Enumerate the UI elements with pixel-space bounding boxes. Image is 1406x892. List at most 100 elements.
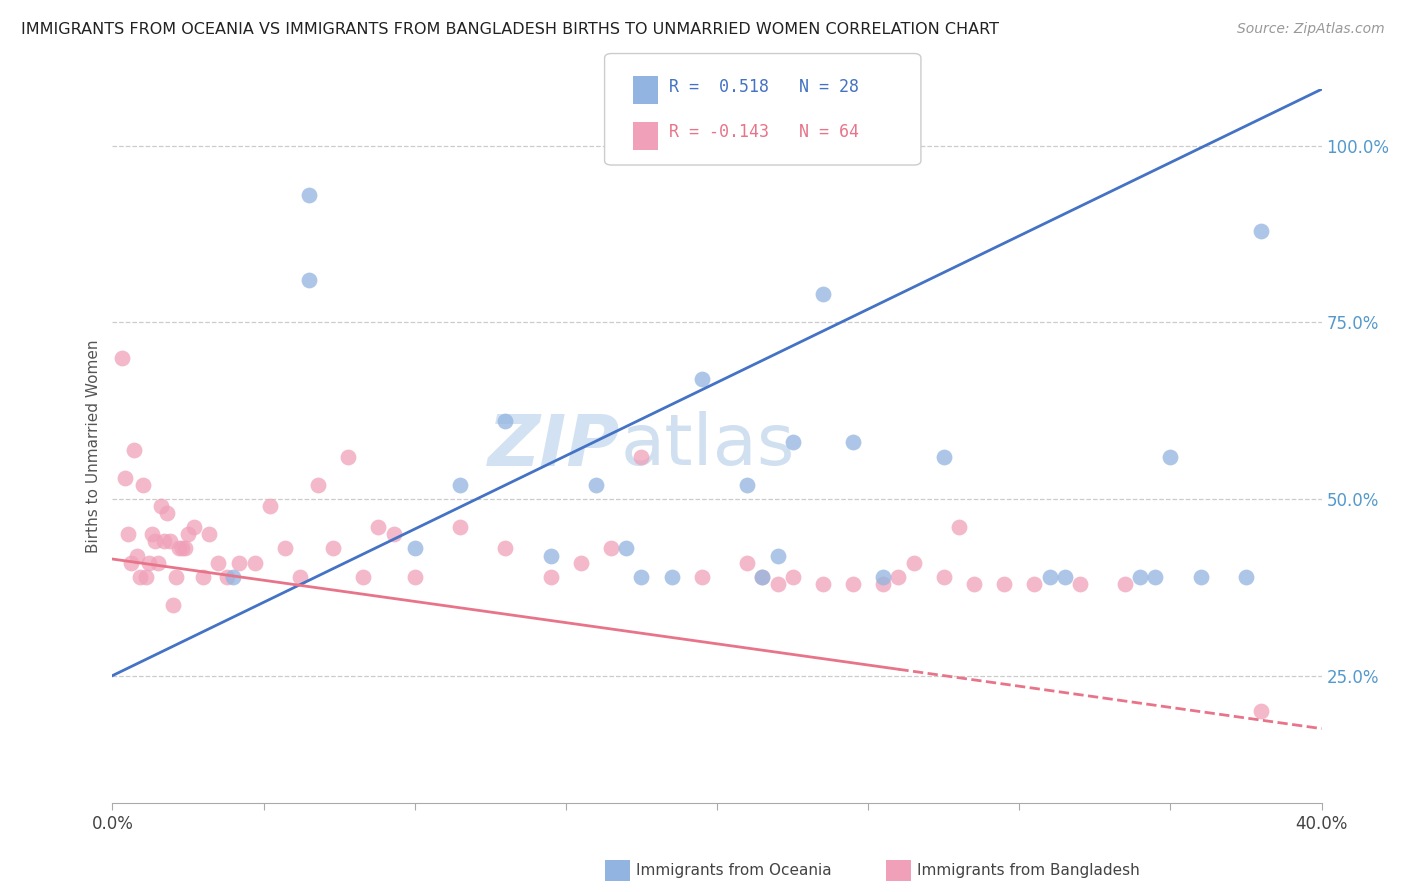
Point	[135, 570, 157, 584]
Point	[495, 541, 517, 556]
Text: Immigrants from Oceania: Immigrants from Oceania	[636, 863, 831, 878]
Point	[449, 478, 471, 492]
Point	[1159, 450, 1181, 464]
Point	[661, 570, 683, 584]
Point	[1250, 223, 1272, 237]
Point	[128, 570, 150, 584]
Point	[404, 570, 426, 584]
Point	[737, 478, 759, 492]
Point	[228, 556, 250, 570]
Point	[887, 570, 910, 584]
Point	[114, 471, 136, 485]
Point	[404, 541, 426, 556]
Point	[125, 549, 148, 563]
Point	[1114, 576, 1136, 591]
Point	[811, 287, 834, 301]
Point	[616, 541, 638, 556]
Point	[259, 499, 281, 513]
Point	[872, 576, 894, 591]
Point	[690, 372, 713, 386]
Point	[782, 570, 804, 584]
Point	[993, 576, 1015, 591]
Point	[222, 570, 245, 584]
Point	[540, 570, 562, 584]
Point	[162, 598, 184, 612]
Point	[274, 541, 297, 556]
Point	[842, 576, 865, 591]
Point	[382, 527, 405, 541]
Point	[1189, 570, 1212, 584]
Point	[963, 576, 986, 591]
Point	[217, 570, 239, 584]
Point	[766, 576, 789, 591]
Point	[1129, 570, 1152, 584]
Point	[367, 520, 389, 534]
Text: R =  0.518   N = 28: R = 0.518 N = 28	[669, 78, 859, 95]
Text: R = -0.143   N = 64: R = -0.143 N = 64	[669, 123, 859, 141]
Point	[288, 570, 311, 584]
Point	[932, 570, 955, 584]
Point	[298, 273, 321, 287]
Point	[751, 570, 773, 584]
Point	[141, 527, 163, 541]
Point	[1069, 576, 1091, 591]
Point	[122, 442, 145, 457]
Text: ZIP: ZIP	[488, 411, 620, 481]
Point	[149, 499, 172, 513]
Point	[766, 549, 789, 563]
Point	[307, 478, 329, 492]
Point	[449, 520, 471, 534]
Point	[165, 570, 187, 584]
Point	[569, 556, 592, 570]
Point	[177, 527, 200, 541]
Point	[737, 556, 759, 570]
Text: Immigrants from Bangladesh: Immigrants from Bangladesh	[917, 863, 1139, 878]
Point	[110, 351, 132, 365]
Point	[143, 534, 166, 549]
Point	[1250, 704, 1272, 718]
Point	[117, 527, 139, 541]
Point	[948, 520, 970, 534]
Point	[630, 450, 652, 464]
Text: IMMIGRANTS FROM OCEANIA VS IMMIGRANTS FROM BANGLADESH BIRTHS TO UNMARRIED WOMEN : IMMIGRANTS FROM OCEANIA VS IMMIGRANTS FR…	[21, 22, 1000, 37]
Point	[585, 478, 607, 492]
Point	[932, 450, 955, 464]
Point	[1234, 570, 1257, 584]
Point	[298, 188, 321, 202]
Point	[183, 520, 205, 534]
Point	[120, 556, 142, 570]
Point	[153, 534, 176, 549]
Point	[174, 541, 197, 556]
Point	[337, 450, 360, 464]
Point	[751, 570, 773, 584]
Point	[540, 549, 562, 563]
Text: atlas: atlas	[620, 411, 794, 481]
Point	[156, 506, 179, 520]
Point	[842, 435, 865, 450]
Point	[167, 541, 190, 556]
Point	[191, 570, 214, 584]
Point	[495, 414, 517, 428]
Point	[146, 556, 169, 570]
Point	[159, 534, 181, 549]
Point	[207, 556, 229, 570]
Point	[1024, 576, 1046, 591]
Point	[1053, 570, 1076, 584]
Point	[690, 570, 713, 584]
Point	[1038, 570, 1062, 584]
Point	[322, 541, 344, 556]
Point	[630, 570, 652, 584]
Point	[1144, 570, 1167, 584]
Point	[243, 556, 266, 570]
Point	[903, 556, 925, 570]
Point	[170, 541, 193, 556]
Point	[138, 556, 160, 570]
Point	[811, 576, 834, 591]
Point	[600, 541, 623, 556]
Text: Source: ZipAtlas.com: Source: ZipAtlas.com	[1237, 22, 1385, 37]
Point	[872, 570, 894, 584]
Point	[132, 478, 155, 492]
Point	[352, 570, 374, 584]
Point	[198, 527, 221, 541]
Point	[782, 435, 804, 450]
